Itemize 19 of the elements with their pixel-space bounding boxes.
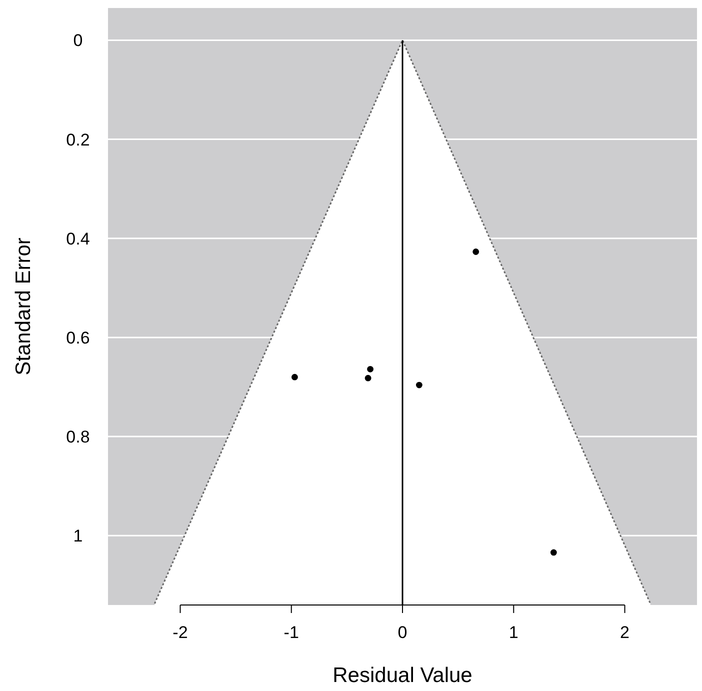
point [416, 382, 422, 388]
y-tick-label: 0 [73, 31, 83, 50]
y-axis-title: Standard Error [12, 238, 35, 376]
x-tick-label: -1 [284, 623, 299, 642]
point [292, 374, 298, 380]
point [367, 366, 374, 372]
y-tick-label: 1 [73, 526, 83, 546]
x-tick-label: 0 [398, 623, 408, 642]
y-tick-label: 0.2 [66, 130, 90, 150]
x-tick-label: 2 [620, 623, 630, 642]
x-axis-title: Residual Value [332, 664, 472, 687]
point [472, 248, 480, 255]
point [364, 374, 372, 382]
x-tick-label: 1 [508, 623, 518, 642]
x-tick-label: -2 [172, 623, 188, 642]
point [550, 549, 557, 556]
y-tick-label: 0.8 [66, 428, 90, 447]
y-tick-label: 0.6 [66, 328, 90, 348]
y-tick-label: 0.4 [66, 229, 90, 248]
